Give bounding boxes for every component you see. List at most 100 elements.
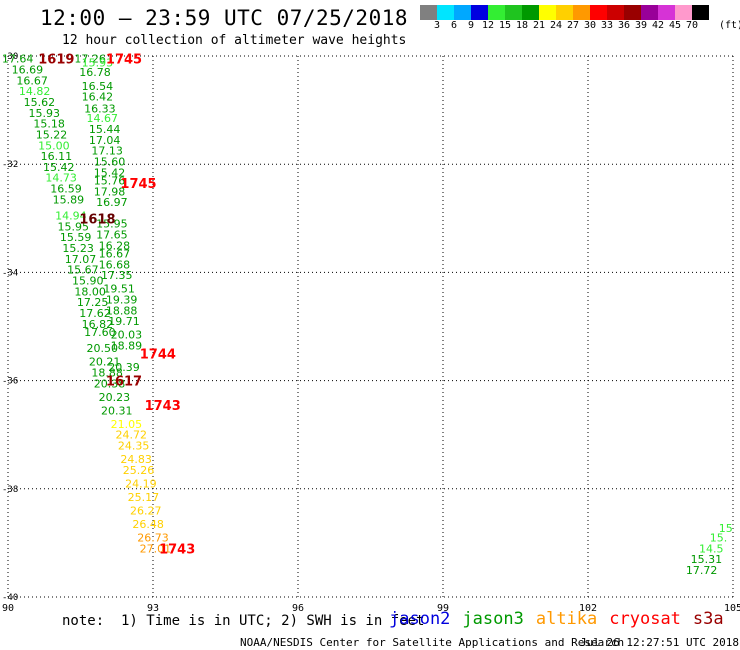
y-tick-label: -40 bbox=[2, 593, 18, 603]
wave-height-label: 20.38 bbox=[94, 377, 126, 390]
pass-time-label: 1619 bbox=[38, 53, 74, 68]
pass-time-label: 1617 bbox=[106, 375, 142, 390]
color-scale-unit: (ft) bbox=[719, 20, 740, 31]
wave-height-label: 25.26 bbox=[123, 464, 155, 477]
color-scale-tick: 21 bbox=[532, 20, 546, 31]
footer-credit: NOAA/NESDIS Center for Satellite Applica… bbox=[240, 636, 625, 649]
color-scale-bar bbox=[420, 5, 709, 20]
satellite-legend: jason2 jason3 altika cryosat s3a bbox=[389, 609, 736, 629]
color-scale-swatch bbox=[437, 5, 454, 20]
y-tick-label: -38 bbox=[2, 485, 18, 495]
wave-height-label: 20.50 bbox=[87, 342, 119, 355]
wave-height-label: 16.69 bbox=[12, 64, 44, 77]
wave-height-label: 24.35 bbox=[118, 440, 150, 453]
color-scale-tick: 6 bbox=[450, 20, 458, 31]
wave-height-label: 19.71 bbox=[108, 315, 140, 328]
wave-height-label: 17.25 bbox=[77, 296, 109, 309]
wave-height-label: 26.48 bbox=[132, 518, 164, 531]
wave-height-label: 15.42 bbox=[94, 166, 126, 179]
y-tick-label: -36 bbox=[2, 377, 18, 387]
wave-height-label: 14.82 bbox=[19, 85, 51, 98]
color-scale-swatch bbox=[624, 5, 641, 20]
y-tick-label: -32 bbox=[2, 160, 18, 170]
pass-time-label: 1743 bbox=[159, 542, 195, 557]
wave-height-label: 16.68 bbox=[99, 258, 131, 271]
wave-height-label: 16.28 bbox=[99, 239, 131, 252]
wave-height-label: 15.67 bbox=[67, 264, 99, 277]
wave-height-label: 18.00 bbox=[74, 285, 106, 298]
color-scale-ticks: 3 6 9 12 15 18 21 24 27 30 33 36 39 42 45 70 bbox=[420, 20, 740, 34]
legend-item-s3a: s3a bbox=[692, 609, 724, 629]
y-tick-label: -30 bbox=[2, 52, 18, 62]
wave-height-label: 15.90 bbox=[72, 275, 104, 288]
wave-height-label: 20.39 bbox=[108, 361, 140, 374]
color-scale-swatch bbox=[590, 5, 607, 20]
pass-time-label: 1745 bbox=[106, 53, 142, 68]
color-scale-tick: 39 bbox=[634, 20, 648, 31]
wave-height-label: 17.65 bbox=[96, 229, 128, 242]
pass-time-label: 1743 bbox=[145, 399, 181, 414]
legend-item-cryosat: cryosat bbox=[609, 609, 681, 629]
wave-height-label: 19.51 bbox=[103, 283, 135, 296]
color-scale-swatch bbox=[607, 5, 624, 20]
wave-height-label: 15.95 bbox=[96, 218, 128, 231]
x-tick-label: 90 bbox=[2, 603, 14, 614]
wave-height-label: 24.83 bbox=[120, 453, 152, 466]
wave-height-label: 15.31 bbox=[691, 553, 723, 566]
wave-height-label: 15.18 bbox=[33, 118, 65, 131]
wave-height-label: 15.22 bbox=[36, 128, 68, 141]
pass-time-label: 1618 bbox=[79, 212, 115, 227]
wave-height-label: 26.73 bbox=[137, 531, 169, 544]
wave-height-label: 16.67 bbox=[16, 74, 48, 87]
wave-height-label: 18.88 bbox=[91, 366, 123, 379]
color-scale-swatch bbox=[573, 5, 590, 20]
units-note: note: 1) Time is in UTC; 2) SWH is in fe… bbox=[62, 613, 425, 629]
wave-height-label: 17.26 bbox=[74, 53, 106, 66]
color-scale-swatch bbox=[505, 5, 522, 20]
wave-height-label: 17.98 bbox=[94, 185, 126, 198]
wave-height-label: 16.59 bbox=[50, 183, 82, 196]
wave-height-label: 17.04 bbox=[89, 134, 121, 147]
color-scale-tick: 12 bbox=[481, 20, 495, 31]
color-scale-tick: 30 bbox=[583, 20, 597, 31]
wave-height-label: 27.01 bbox=[140, 542, 172, 555]
wave-height-label: 19.39 bbox=[106, 293, 138, 306]
wave-height-label: 14.67 bbox=[87, 112, 119, 125]
wave-height-label: 15.93 bbox=[29, 107, 61, 120]
wave-height-label: 15. bbox=[710, 531, 728, 544]
wave-height-label: 16.42 bbox=[82, 91, 114, 104]
wave-height-label: 15 bbox=[719, 522, 733, 535]
color-scale-swatch bbox=[488, 5, 505, 20]
wave-height-label: 15.00 bbox=[38, 139, 70, 152]
wave-height-label: 17.60 bbox=[84, 326, 116, 339]
legend-item-altika: altika bbox=[535, 609, 598, 629]
wave-height-label: 16.97 bbox=[96, 196, 128, 209]
wave-height-label: 15.60 bbox=[94, 155, 126, 168]
wave-height-label: 20.21 bbox=[89, 356, 121, 369]
color-scale-swatch bbox=[675, 5, 692, 20]
pass-time-label: 1744 bbox=[140, 348, 176, 363]
wave-height-label: 24.19 bbox=[125, 477, 157, 490]
wave-height-label: 20.31 bbox=[101, 404, 133, 417]
wave-height-label: 14.94 bbox=[55, 210, 87, 223]
wave-height-label: 20.23 bbox=[99, 391, 131, 404]
color-scale-tick: 33 bbox=[600, 20, 614, 31]
wave-height-label: 25.17 bbox=[128, 491, 160, 504]
wave-height-label: 14.73 bbox=[45, 172, 77, 185]
color-scale-tick: 27 bbox=[566, 20, 580, 31]
wave-height-label: 15.93 bbox=[82, 56, 114, 69]
wave-height-label: 15.42 bbox=[43, 161, 75, 174]
color-scale-swatch bbox=[454, 5, 471, 20]
wave-height-label: 15.44 bbox=[89, 123, 121, 136]
wave-height-label: 16.33 bbox=[84, 102, 116, 115]
footer-timestamp: Jul 26 12:27:51 UTC 2018 bbox=[580, 636, 739, 649]
grid-lines bbox=[7, 55, 734, 598]
x-tick-label: 93 bbox=[147, 603, 159, 614]
wave-height-label: 17.62 bbox=[79, 307, 111, 320]
legend-item-jason3: jason3 bbox=[462, 609, 524, 629]
wave-height-label: 16.67 bbox=[99, 247, 131, 260]
wave-height-label: 24.72 bbox=[116, 429, 148, 442]
y-tick-label: -34 bbox=[2, 268, 18, 278]
color-scale-tick: 42 bbox=[651, 20, 665, 31]
